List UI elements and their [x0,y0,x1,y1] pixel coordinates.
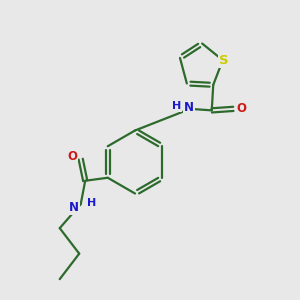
Text: H: H [87,198,96,208]
Text: S: S [219,54,229,67]
Text: H: H [172,101,181,112]
Text: N: N [184,101,194,114]
Text: N: N [69,201,79,214]
Text: O: O [237,102,247,116]
Text: O: O [67,150,77,163]
